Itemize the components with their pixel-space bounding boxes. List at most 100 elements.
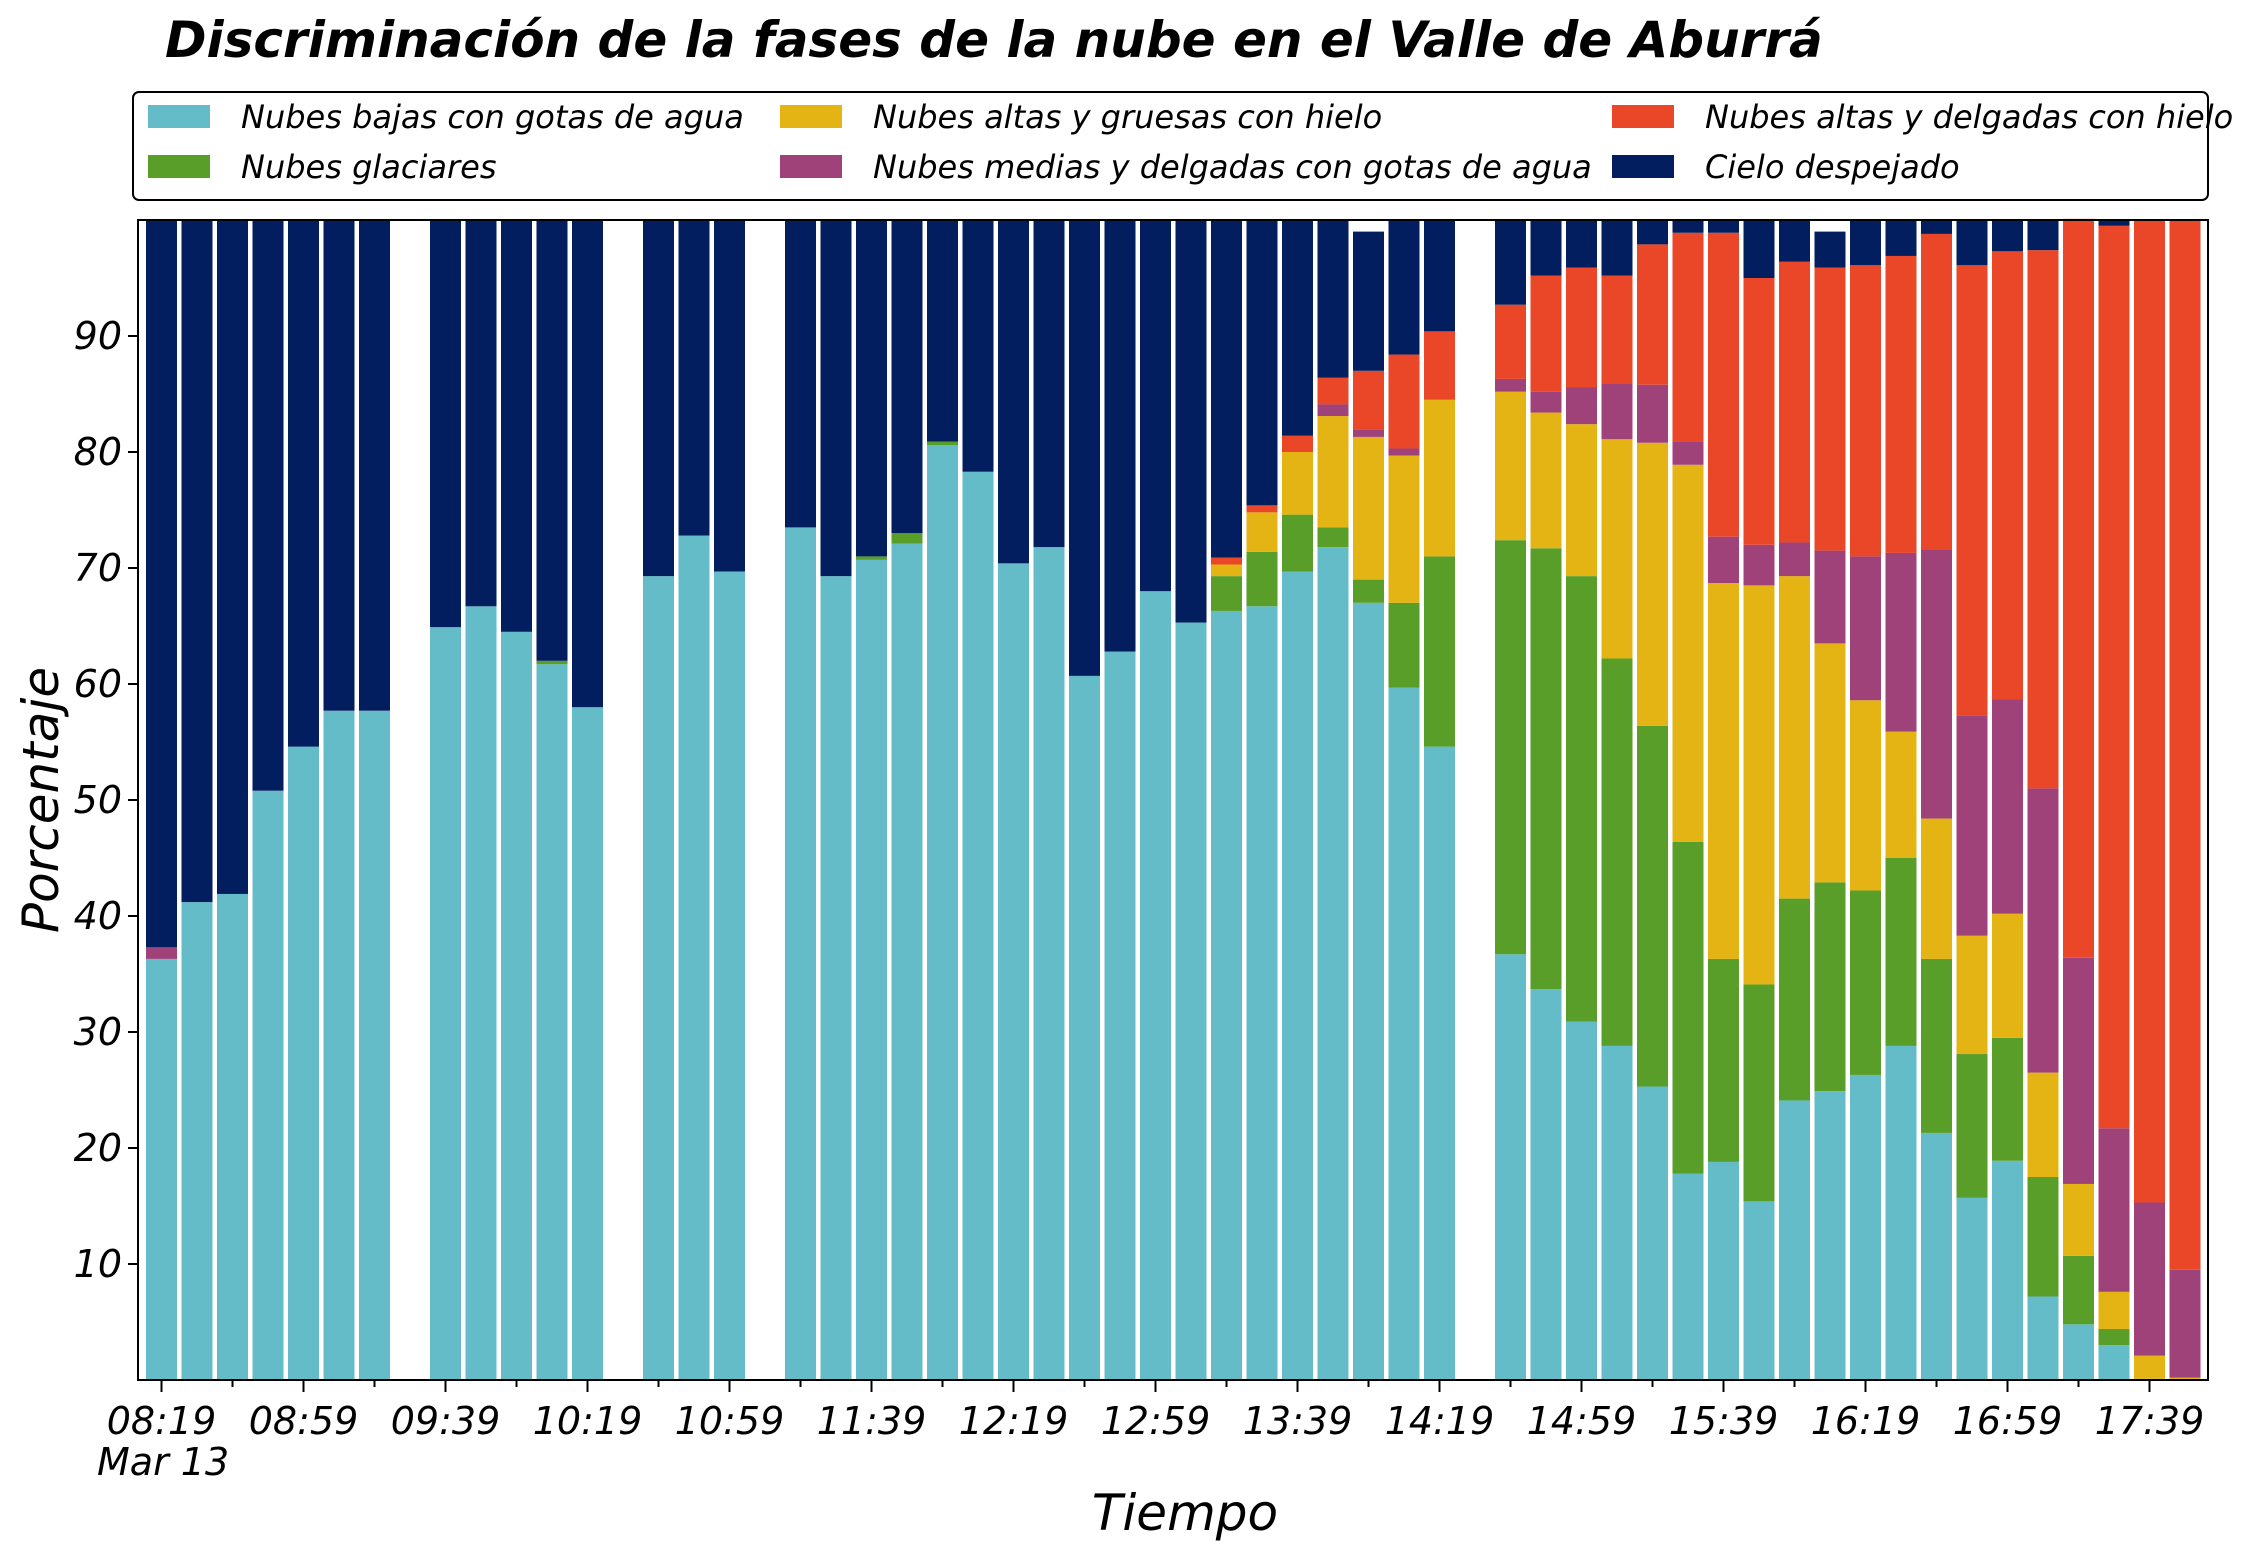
x-axis-label: Tiempo bbox=[1092, 1484, 1278, 1542]
x-tick-label: 13:39 bbox=[1243, 1399, 1353, 1443]
bar-segment bbox=[1672, 220, 1704, 233]
bar-segment bbox=[323, 220, 355, 711]
bar-segment bbox=[2098, 1291, 2130, 1329]
bar-segment bbox=[1246, 551, 1278, 607]
legend-swatch bbox=[1612, 155, 1674, 178]
bar-segment bbox=[1495, 954, 1526, 1380]
bar-segment bbox=[856, 220, 887, 557]
bar-segment bbox=[1885, 731, 1917, 858]
bar-segment bbox=[1921, 1132, 1952, 1380]
bar-segment bbox=[1211, 557, 1242, 565]
bar-segment bbox=[1104, 220, 1136, 652]
y-axis-label: Porcentaje bbox=[12, 667, 70, 933]
y-tick-label: 40 bbox=[74, 894, 122, 938]
bar-segment bbox=[1246, 512, 1278, 552]
bar-segment bbox=[146, 947, 177, 959]
bar-segment bbox=[288, 746, 319, 1380]
bar-segment bbox=[2027, 250, 2059, 789]
bar-segment bbox=[1779, 1100, 1810, 1380]
bar-segment bbox=[785, 527, 816, 1380]
bar-segment bbox=[1388, 354, 1420, 449]
bar-segment bbox=[1566, 424, 1597, 577]
bar-segment bbox=[2098, 1128, 2130, 1292]
bar-segment bbox=[1637, 1086, 1668, 1380]
bar-segment bbox=[1353, 436, 1384, 580]
bar-segment bbox=[1743, 984, 1775, 1202]
y-tick-label: 80 bbox=[74, 430, 122, 474]
bar-segment bbox=[430, 627, 461, 1380]
bar-segment bbox=[1743, 544, 1775, 586]
bar-segment bbox=[1708, 1161, 1739, 1380]
bar-segment bbox=[2027, 220, 2059, 251]
bar-segment bbox=[1850, 220, 1881, 266]
bar-segment bbox=[2134, 1355, 2165, 1379]
bar-segment bbox=[2134, 220, 2165, 1203]
bar-segment bbox=[1992, 251, 2023, 700]
bar-segment bbox=[2098, 220, 2130, 226]
bar-segment bbox=[1992, 1160, 2023, 1380]
bar-segment bbox=[1317, 416, 1349, 528]
bar-segment bbox=[2063, 218, 2094, 958]
bar-segment bbox=[1637, 244, 1668, 385]
bar-segment bbox=[1885, 220, 1917, 256]
bar-segment bbox=[465, 606, 497, 1380]
legend-swatch bbox=[1612, 105, 1674, 128]
bar-segment bbox=[678, 535, 710, 1380]
bar-segment bbox=[2027, 788, 2059, 1073]
bar-segment bbox=[1743, 1201, 1775, 1380]
bar-segment bbox=[1601, 439, 1633, 659]
bar-segment bbox=[2098, 225, 2130, 1129]
bar-segment bbox=[1530, 275, 1562, 392]
legend-label: Nubes altas y gruesas con hielo bbox=[873, 98, 1382, 136]
bar-segment bbox=[430, 220, 461, 628]
bar-segment bbox=[714, 571, 745, 1380]
bar-segment bbox=[1992, 699, 2023, 914]
bar-segment bbox=[643, 576, 674, 1380]
bar-segment bbox=[1495, 378, 1526, 392]
bar-segment bbox=[1814, 882, 1846, 1092]
bar-segment bbox=[1708, 232, 1739, 537]
bar-segment bbox=[998, 563, 1029, 1380]
bar-segment bbox=[1814, 550, 1846, 644]
bar-segment bbox=[2098, 1328, 2130, 1346]
bar-segment bbox=[572, 707, 603, 1380]
x-tick-label: 16:59 bbox=[1953, 1399, 2063, 1443]
bar-segment bbox=[1388, 602, 1420, 688]
legend-label: Nubes altas y delgadas con hielo bbox=[1705, 98, 2233, 136]
bar-segment bbox=[1566, 220, 1597, 268]
bar-segment bbox=[1637, 220, 1668, 245]
bar-segment bbox=[2063, 957, 2094, 1184]
bar-segment bbox=[1672, 841, 1704, 1174]
bar-segment bbox=[1530, 989, 1562, 1380]
bar-segment bbox=[1637, 442, 1668, 726]
bar-segment bbox=[1601, 383, 1633, 440]
bar-segment bbox=[1779, 220, 1810, 262]
bar-segment bbox=[1885, 1045, 1917, 1380]
bar-segment bbox=[1708, 536, 1739, 584]
bar-segment bbox=[1992, 220, 2023, 252]
bar-segment bbox=[2098, 1345, 2130, 1380]
bar-segment bbox=[1317, 377, 1349, 405]
x-tick-label: 14:19 bbox=[1385, 1399, 1495, 1443]
legend-swatch bbox=[780, 155, 842, 178]
x-tick-label: 08:19 bbox=[107, 1399, 217, 1443]
bar-segment bbox=[643, 220, 674, 577]
bar-segment bbox=[1850, 700, 1881, 891]
bar-segment bbox=[1814, 267, 1846, 551]
bar-segment bbox=[217, 893, 248, 1380]
bar-segment bbox=[2063, 1183, 2094, 1256]
bar-segment bbox=[1530, 412, 1562, 549]
bar-segment bbox=[1601, 275, 1633, 384]
bar-segment bbox=[1424, 746, 1455, 1380]
bar-segment bbox=[1424, 220, 1455, 332]
bar-segment bbox=[1317, 527, 1349, 548]
bar-segment bbox=[1175, 220, 1207, 623]
bar-segment bbox=[1743, 585, 1775, 985]
bar-segment bbox=[146, 958, 177, 1380]
legend-label: Cielo despejado bbox=[1705, 148, 1960, 186]
x-axis-date-label: Mar 13 bbox=[97, 1440, 229, 1484]
bar-segment bbox=[1708, 958, 1739, 1162]
bar-segment bbox=[1779, 898, 1810, 1101]
x-tick-label: 17:39 bbox=[2095, 1399, 2205, 1443]
bar-segment bbox=[1708, 583, 1739, 959]
